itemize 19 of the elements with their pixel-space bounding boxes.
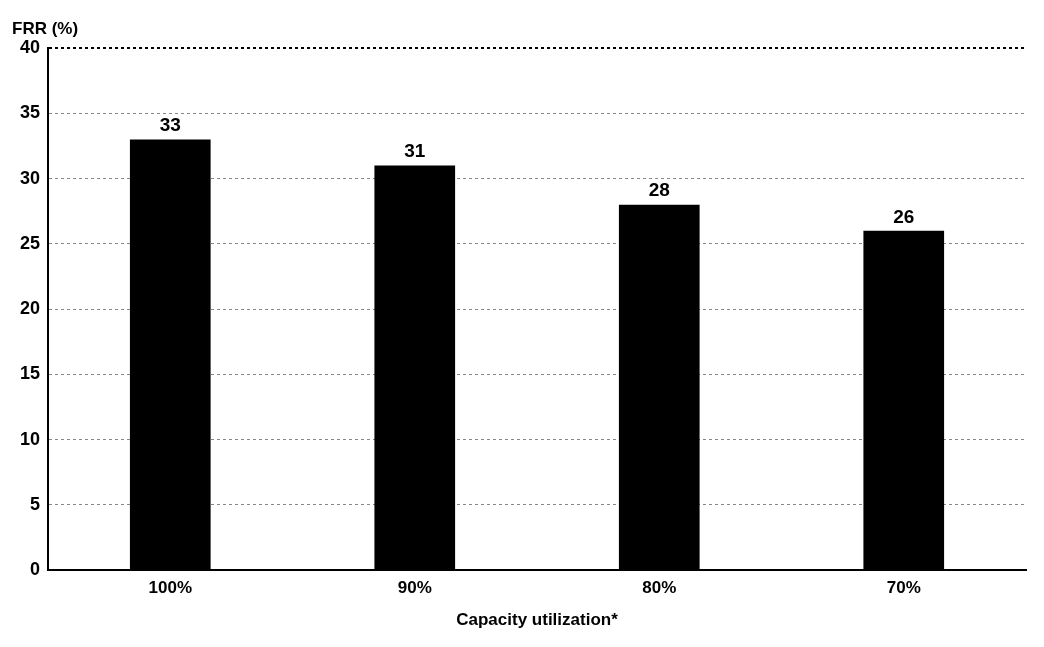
y-tick-label: 15: [19, 363, 41, 384]
x-tick-label: 100%: [148, 578, 193, 598]
data-label: 33: [159, 114, 181, 136]
data-label: 31: [404, 140, 426, 162]
data-label: 28: [648, 179, 670, 201]
x-tick-label: 90%: [397, 578, 432, 598]
x-tick-label: 80%: [642, 578, 677, 598]
x-tick-label: 70%: [886, 578, 921, 598]
y-tick-label: 40: [19, 36, 41, 57]
x-axis-title: Capacity utilization*: [456, 610, 619, 630]
y-tick-label: 30: [19, 167, 41, 188]
y-tick-label: 0: [30, 559, 41, 580]
data-label: 26: [893, 205, 915, 227]
y-tick-label: 10: [19, 428, 41, 449]
y-tick-label: 25: [19, 232, 41, 253]
y-tick-label: 35: [19, 102, 41, 123]
y-tick-label: 20: [19, 298, 41, 319]
y-axis-title: FRR (%): [12, 19, 79, 39]
y-tick-label: 5: [30, 493, 41, 514]
